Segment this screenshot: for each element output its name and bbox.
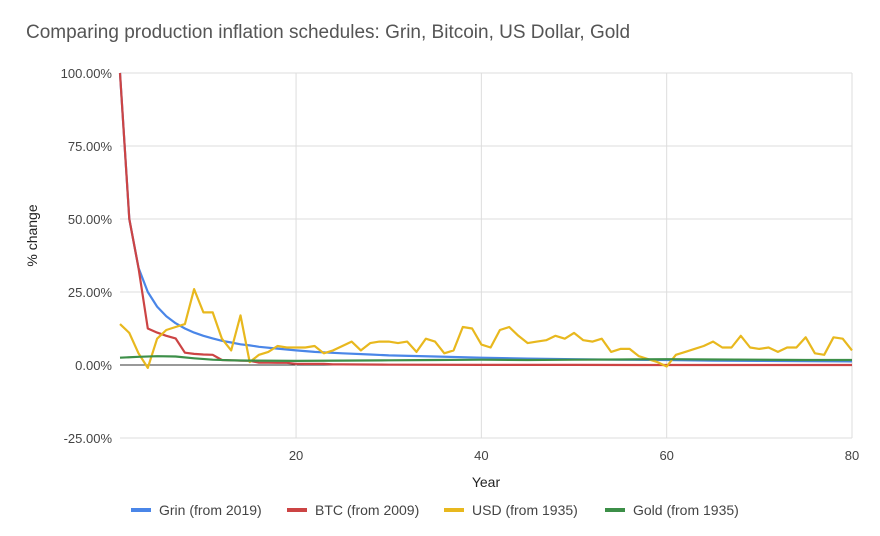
series-line-3 (119, 355, 852, 362)
series-line-1 (118, 72, 852, 367)
legend-label: BTC (from 2009) (315, 502, 419, 518)
y-tick-label: 0.00% (75, 358, 112, 373)
y-tick-label: 75.00% (68, 139, 113, 154)
series-line-0 (118, 72, 853, 363)
chart-title: Comparing production inflation schedules… (26, 22, 631, 43)
x-tick-label: 40 (474, 448, 488, 463)
legend-label: Gold (from 1935) (633, 502, 739, 518)
legend-label: USD (from 1935) (472, 502, 578, 518)
y-tick-label: 100.00% (61, 66, 113, 81)
x-tick-label: 20 (289, 448, 303, 463)
y-tick-label: -25.00% (64, 431, 113, 446)
x-tick-label: 60 (659, 448, 673, 463)
y-axis-label: % change (24, 204, 40, 266)
y-tick-label: 50.00% (68, 212, 113, 227)
x-tick-label: 80 (845, 448, 859, 463)
x-axis-label: Year (472, 474, 501, 490)
y-tick-label: 25.00% (68, 285, 113, 300)
legend-label: Grin (from 2019) (159, 502, 262, 518)
series-line-2 (119, 288, 853, 369)
